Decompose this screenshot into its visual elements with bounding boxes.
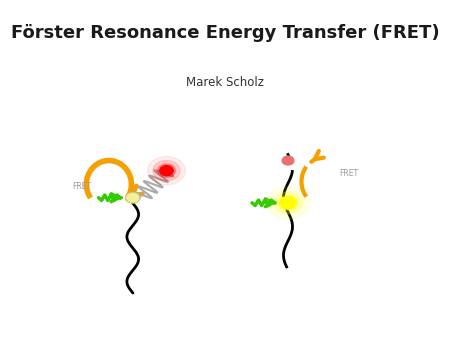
Text: Förster Resonance Energy Transfer (FRET): Förster Resonance Energy Transfer (FRET) (11, 24, 439, 43)
Circle shape (126, 192, 140, 203)
Circle shape (153, 161, 180, 181)
Text: FRET: FRET (340, 169, 359, 178)
Circle shape (158, 164, 176, 177)
Circle shape (266, 187, 310, 219)
Circle shape (148, 156, 185, 185)
Circle shape (160, 166, 173, 176)
Circle shape (282, 156, 294, 165)
Text: Marek Scholz: Marek Scholz (186, 76, 264, 89)
Circle shape (274, 192, 302, 214)
Text: FRET: FRET (72, 182, 91, 191)
Circle shape (279, 196, 297, 210)
Circle shape (280, 197, 296, 209)
